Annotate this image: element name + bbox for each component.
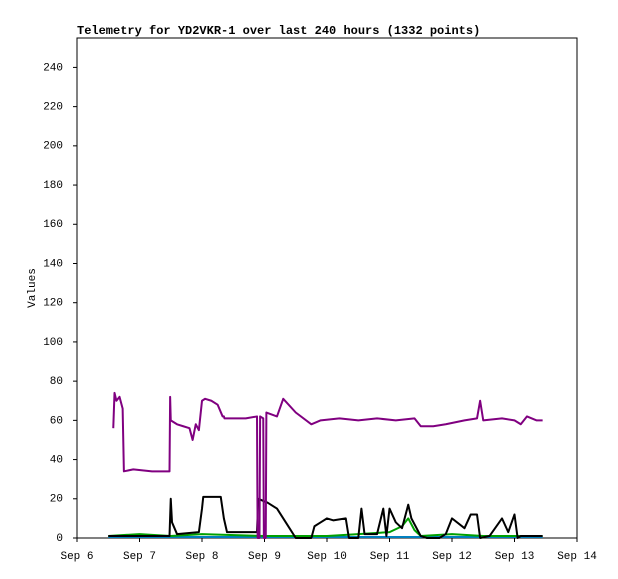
y-tick-label: 140 bbox=[43, 258, 63, 270]
x-tick-label: Sep 12 bbox=[432, 551, 472, 563]
y-tick-label: 40 bbox=[50, 454, 63, 466]
series-line bbox=[112, 391, 543, 539]
x-tick-label: Sep 11 bbox=[370, 551, 410, 563]
x-tick-label: Sep 9 bbox=[248, 551, 281, 563]
y-tick-label: 220 bbox=[43, 102, 63, 114]
y-tick-label: 0 bbox=[56, 533, 63, 545]
x-tick-label: Sep 10 bbox=[307, 551, 347, 563]
series-line bbox=[108, 495, 543, 539]
y-tick-label: 60 bbox=[50, 415, 63, 427]
x-tick-label: Sep 14 bbox=[557, 551, 597, 563]
series-line bbox=[108, 517, 543, 538]
x-tick-label: Sep 7 bbox=[123, 551, 156, 563]
y-tick-label: 20 bbox=[50, 494, 63, 506]
y-axis-label: Values bbox=[27, 268, 39, 308]
y-tick-label: 80 bbox=[50, 376, 63, 388]
x-tick-label: Sep 13 bbox=[495, 551, 535, 563]
y-tick-label: 160 bbox=[43, 219, 63, 231]
y-tick-label: 120 bbox=[43, 298, 63, 310]
y-tick-label: 240 bbox=[43, 62, 63, 74]
chart-title: Telemetry for YD2VKR-1 over last 240 hou… bbox=[77, 24, 480, 38]
plot-frame bbox=[76, 37, 578, 539]
y-tick-label: 180 bbox=[43, 180, 63, 192]
y-tick-label: 100 bbox=[43, 337, 63, 349]
x-tick-label: Sep 6 bbox=[60, 551, 93, 563]
x-tick-label: Sep 8 bbox=[185, 551, 218, 563]
y-tick-label: 200 bbox=[43, 141, 63, 153]
